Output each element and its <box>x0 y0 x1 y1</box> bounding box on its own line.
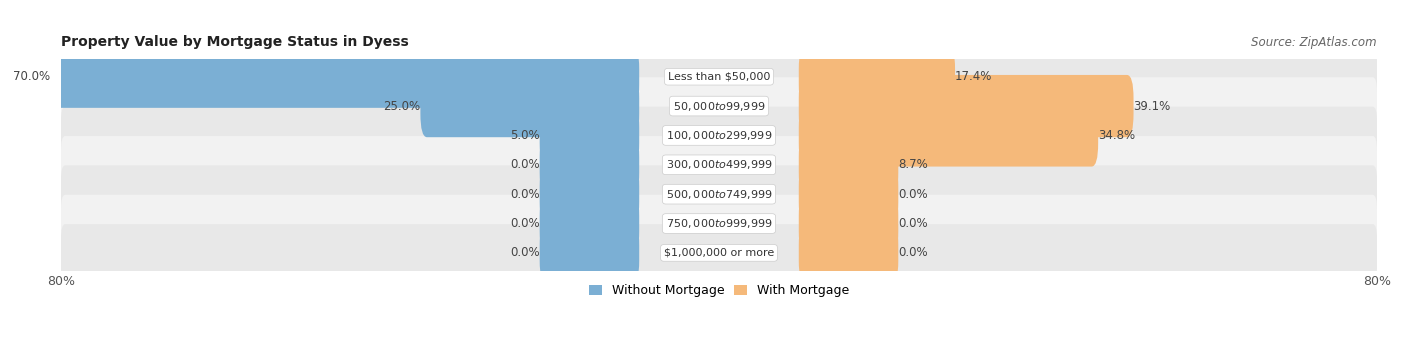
FancyBboxPatch shape <box>60 195 1376 252</box>
Text: 5.0%: 5.0% <box>510 129 540 142</box>
Text: Property Value by Mortgage Status in Dyess: Property Value by Mortgage Status in Dye… <box>60 35 409 49</box>
Text: $1,000,000 or more: $1,000,000 or more <box>664 248 775 258</box>
Text: $750,000 to $999,999: $750,000 to $999,999 <box>665 217 772 230</box>
FancyBboxPatch shape <box>540 222 640 284</box>
Text: 17.4%: 17.4% <box>955 70 993 83</box>
Text: 0.0%: 0.0% <box>898 217 928 230</box>
Text: 0.0%: 0.0% <box>510 188 540 201</box>
Text: 70.0%: 70.0% <box>13 70 51 83</box>
FancyBboxPatch shape <box>799 222 898 284</box>
FancyBboxPatch shape <box>60 165 1376 223</box>
Text: $50,000 to $99,999: $50,000 to $99,999 <box>672 100 765 113</box>
Text: 8.7%: 8.7% <box>898 158 928 171</box>
FancyBboxPatch shape <box>51 46 640 108</box>
FancyBboxPatch shape <box>60 77 1376 135</box>
FancyBboxPatch shape <box>60 107 1376 164</box>
Text: 34.8%: 34.8% <box>1098 129 1135 142</box>
Text: 25.0%: 25.0% <box>384 100 420 113</box>
FancyBboxPatch shape <box>60 224 1376 282</box>
FancyBboxPatch shape <box>540 163 640 225</box>
Text: Source: ZipAtlas.com: Source: ZipAtlas.com <box>1251 35 1376 49</box>
Text: 0.0%: 0.0% <box>510 217 540 230</box>
FancyBboxPatch shape <box>799 104 1098 167</box>
Text: $300,000 to $499,999: $300,000 to $499,999 <box>665 158 772 171</box>
FancyBboxPatch shape <box>540 104 640 167</box>
Legend: Without Mortgage, With Mortgage: Without Mortgage, With Mortgage <box>583 279 853 302</box>
FancyBboxPatch shape <box>60 136 1376 193</box>
FancyBboxPatch shape <box>60 48 1376 105</box>
FancyBboxPatch shape <box>799 163 898 225</box>
Text: $100,000 to $299,999: $100,000 to $299,999 <box>666 129 772 142</box>
Text: 0.0%: 0.0% <box>898 188 928 201</box>
FancyBboxPatch shape <box>799 75 1133 137</box>
Text: Less than $50,000: Less than $50,000 <box>668 72 770 82</box>
FancyBboxPatch shape <box>420 75 640 137</box>
Text: 0.0%: 0.0% <box>510 158 540 171</box>
FancyBboxPatch shape <box>540 192 640 255</box>
FancyBboxPatch shape <box>799 134 898 196</box>
FancyBboxPatch shape <box>540 134 640 196</box>
FancyBboxPatch shape <box>799 46 955 108</box>
FancyBboxPatch shape <box>799 192 898 255</box>
Text: 0.0%: 0.0% <box>510 246 540 259</box>
Text: 0.0%: 0.0% <box>898 246 928 259</box>
Text: 39.1%: 39.1% <box>1133 100 1171 113</box>
Text: $500,000 to $749,999: $500,000 to $749,999 <box>665 188 772 201</box>
